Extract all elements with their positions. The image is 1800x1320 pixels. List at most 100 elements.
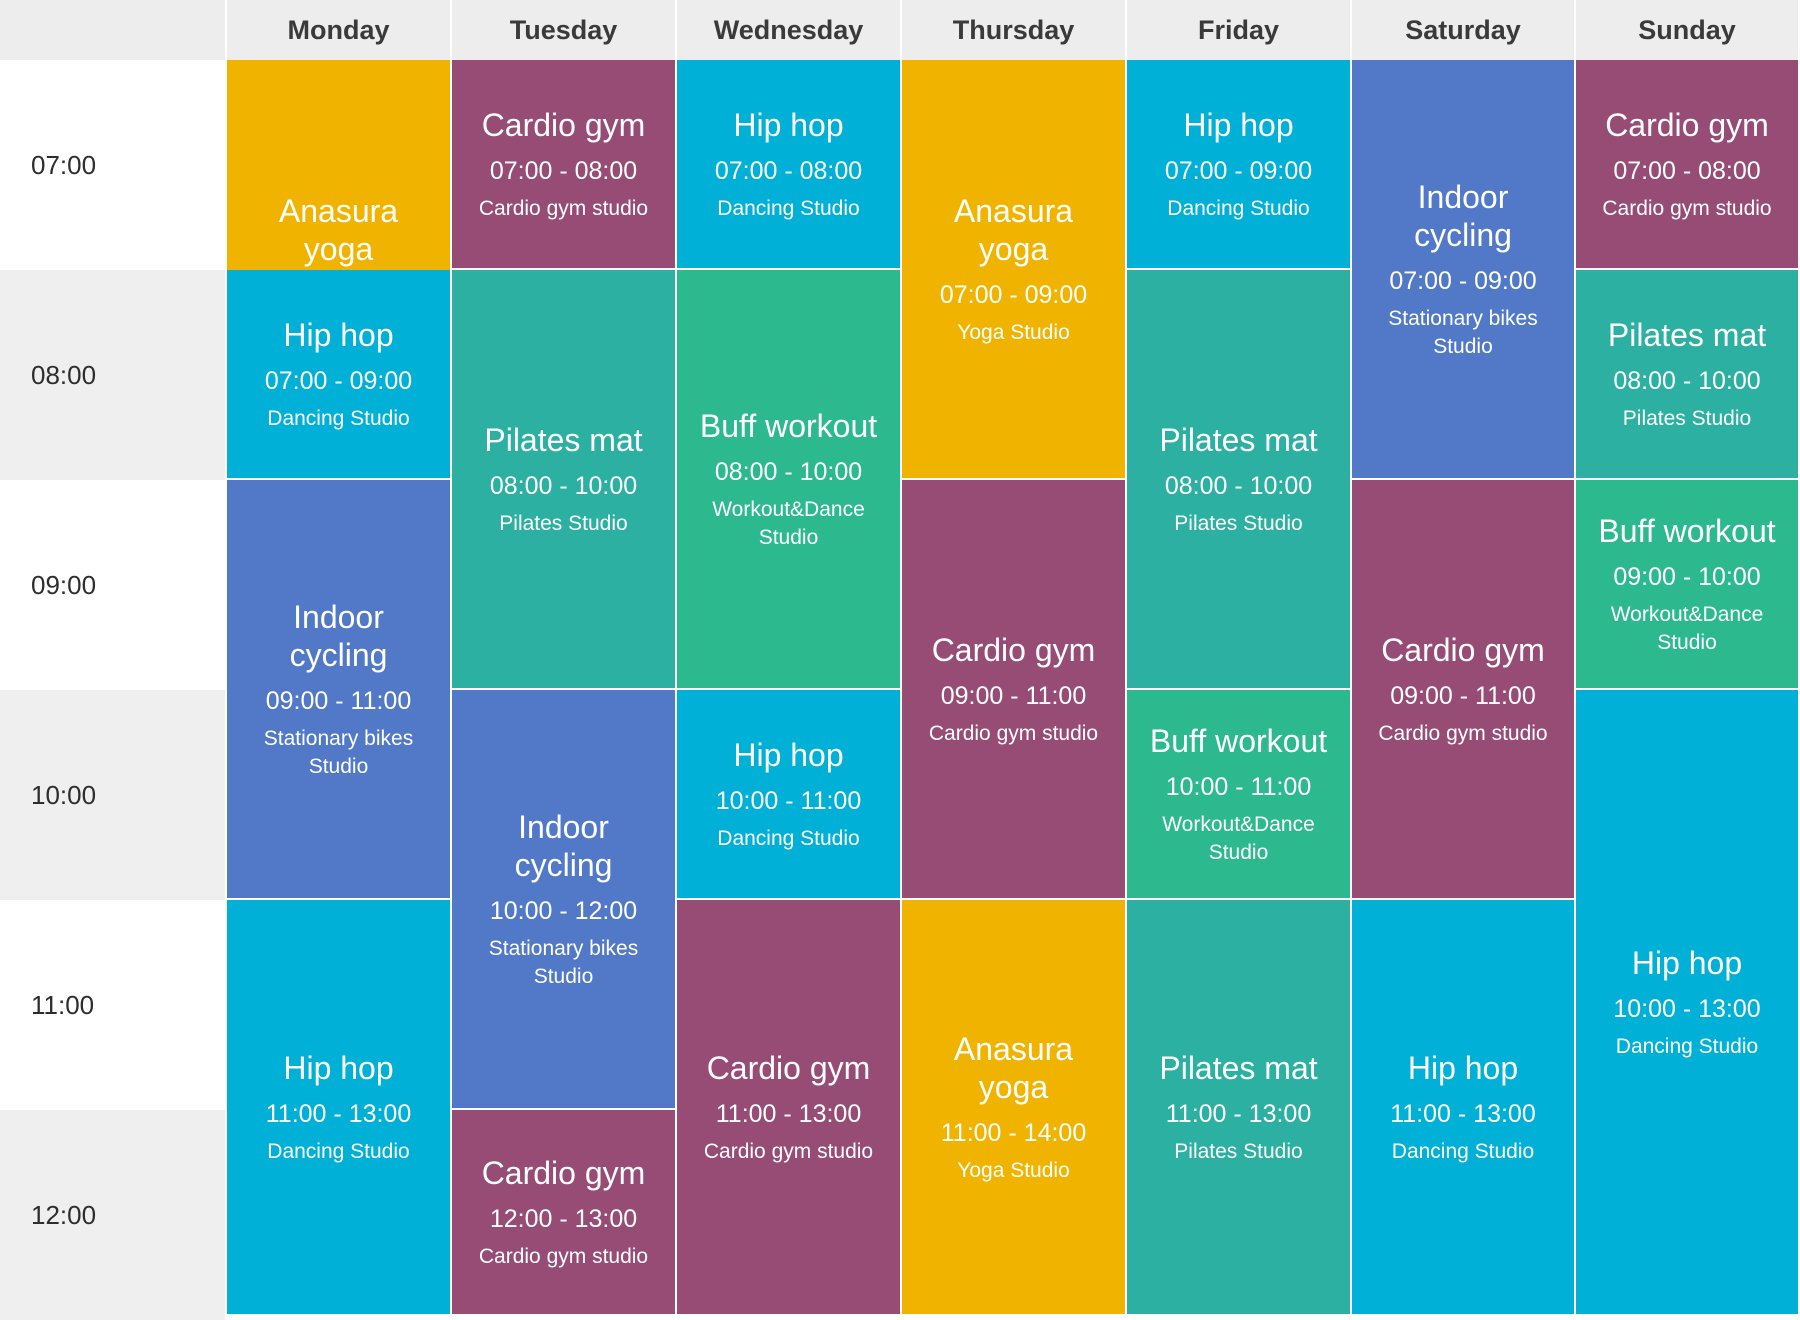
class-block-buff[interactable]: Buff workout 08:00 - 10:00 Workout&Dance S…	[677, 270, 900, 688]
class-time: 07:00 - 08:00	[489, 156, 638, 185]
class-block-cardio[interactable]: Cardio gym 09:00 - 11:00 Cardio gym studio	[902, 480, 1125, 898]
class-room: Workout&Dance Studio	[1162, 812, 1315, 864]
class-name: Cardio gym	[481, 106, 646, 143]
class-name: Pilates mat	[484, 421, 643, 458]
class-block-hiphop[interactable]: Hip hop 10:00 - 11:00 Dancing Studio	[677, 690, 900, 898]
class-block-hiphop[interactable]: Hip hop 07:00 - 09:00 Dancing Studio	[1127, 60, 1350, 268]
day-header-thursday: Thursday	[902, 0, 1125, 60]
class-time: 09:00 - 10:00	[1613, 562, 1761, 591]
class-name: Anasura yoga	[953, 1030, 1074, 1105]
class-block-hiphop[interactable]: Hip hop 11:00 - 13:00 Dancing Studio	[227, 900, 450, 1314]
class-time: 09:00 - 11:00	[1390, 681, 1536, 710]
class-block-cardio[interactable]: Cardio gym 12:00 - 13:00 Cardio gym studio	[452, 1110, 675, 1314]
class-block-cardio[interactable]: Cardio gym 11:00 - 13:00 Cardio gym studio	[677, 900, 900, 1314]
class-time: 11:00 - 13:00	[1165, 1099, 1312, 1128]
day-header-saturday: Saturday	[1352, 0, 1574, 60]
class-time: 07:00 - 08:00	[1613, 156, 1761, 185]
class-room: Dancing Studio	[1167, 196, 1310, 220]
class-block-pilates[interactable]: Pilates mat 11:00 - 13:00 Pilates Studio	[1127, 900, 1350, 1314]
class-room: Dancing Studio	[267, 1139, 410, 1163]
class-name: Anasura yoga	[953, 192, 1074, 267]
class-block-cycling[interactable]: Indoor cycling 07:00 - 09:00 Stationary bi…	[1352, 60, 1574, 478]
class-time: 07:00 - 08:00	[714, 156, 863, 185]
class-block-buff[interactable]: Buff workout 09:00 - 10:00 Workout&Dance S…	[1576, 480, 1798, 688]
time-label: 09:00	[31, 569, 97, 600]
class-block-cycling[interactable]: Indoor cycling 10:00 - 12:00 Stationary bi…	[452, 690, 675, 1108]
time-row: 11:00	[0, 900, 225, 1110]
class-room: Workout&Dance Studio	[1610, 602, 1764, 654]
class-room: Cardio gym studio	[703, 1139, 874, 1163]
class-time: 10:00 - 12:00	[489, 896, 638, 925]
class-block-cardio[interactable]: Cardio gym 07:00 - 08:00 Cardio gym studio	[452, 60, 675, 268]
class-block-buff[interactable]: Buff workout 10:00 - 11:00 Workout&Dance S…	[1127, 690, 1350, 898]
class-room: Pilates Studio	[1174, 511, 1303, 535]
class-name: Buff workout	[699, 407, 878, 444]
time-row: 07:00	[0, 60, 225, 270]
class-block-hiphop[interactable]: Hip hop 10:00 - 13:00 Dancing Studio	[1576, 690, 1798, 1314]
class-room: Cardio gym studio	[1602, 196, 1772, 220]
class-room: Cardio gym studio	[478, 196, 649, 220]
class-time: 09:00 - 11:00	[265, 686, 412, 715]
header-corner	[0, 0, 225, 60]
class-block-yoga[interactable]: Anasura yoga 11:00 - 14:00 Yoga Studio	[902, 900, 1125, 1314]
day-header-friday: Friday	[1127, 0, 1350, 60]
class-name: Hip hop	[1183, 106, 1294, 143]
class-block-hiphop[interactable]: Hip hop 11:00 - 13:00 Dancing Studio	[1352, 900, 1574, 1314]
class-block-cycling[interactable]: Indoor cycling 09:00 - 11:00 Stationary bi…	[227, 480, 450, 898]
class-room: Stationary bikes Studio	[263, 726, 414, 778]
class-name: Indoor cycling	[289, 598, 388, 673]
class-time: 08:00 - 10:00	[1613, 366, 1761, 395]
class-room: Stationary bikes Studio	[1388, 306, 1538, 358]
class-name: Cardio gym	[706, 1049, 871, 1086]
class-time: 07:00 - 09:00	[264, 366, 413, 395]
class-name: Cardio gym	[481, 1154, 646, 1191]
class-name: Hip hop	[283, 316, 394, 353]
time-row: 08:00	[0, 270, 225, 480]
class-time: 11:00 - 13:00	[1390, 1099, 1536, 1128]
class-name: Buff workout	[1149, 722, 1328, 759]
class-block-yoga[interactable]: Anasura yoga 07:00 - 09:00 Yoga Studio	[902, 60, 1125, 478]
class-name: Hip hop	[1407, 1049, 1519, 1086]
class-time: 07:00 - 09:00	[1389, 266, 1537, 295]
class-room: Yoga Studio	[957, 320, 1070, 344]
class-name: Hip hop	[733, 106, 844, 143]
class-time: 08:00 - 10:00	[714, 457, 863, 486]
class-room: Workout&Dance Studio	[712, 497, 865, 549]
class-name: Hip hop	[283, 1049, 394, 1086]
class-time: 11:00 - 13:00	[715, 1099, 862, 1128]
class-room: Dancing Studio	[1615, 1034, 1759, 1058]
class-time: 11:00 - 14:00	[940, 1118, 1087, 1147]
day-header-wednesday: Wednesday	[677, 0, 900, 60]
class-room: Pilates Studio	[1174, 1139, 1303, 1163]
time-row: 09:00	[0, 480, 225, 690]
time-label: 12:00	[31, 1199, 97, 1230]
class-name: Indoor cycling	[514, 808, 613, 883]
class-block-pilates[interactable]: Pilates mat 08:00 - 10:00 Pilates Studio	[1127, 270, 1350, 688]
class-block-hiphop[interactable]: Hip hop 07:00 - 08:00 Dancing Studio	[677, 60, 900, 268]
class-name: Cardio gym	[1381, 631, 1545, 668]
class-block-pilates[interactable]: Pilates mat 08:00 - 10:00 Pilates Studio	[1576, 270, 1798, 478]
class-room: Dancing Studio	[717, 196, 860, 220]
class-name: Indoor cycling	[1414, 178, 1512, 253]
class-room: Cardio gym studio	[478, 1244, 649, 1268]
class-name: Hip hop	[733, 736, 844, 773]
class-time: 10:00 - 13:00	[1613, 994, 1761, 1023]
time-label: 11:00	[31, 989, 95, 1020]
time-label: 08:00	[31, 359, 97, 390]
class-room: Pilates Studio	[1622, 406, 1752, 430]
class-time: 07:00 - 09:00	[939, 280, 1088, 309]
time-label: 07:00	[31, 149, 97, 180]
class-name: Hip hop	[1631, 944, 1743, 981]
class-room: Dancing Studio	[267, 406, 410, 430]
class-room: Cardio gym studio	[1378, 721, 1548, 745]
day-header-sunday: Sunday	[1576, 0, 1798, 60]
class-block-hiphop[interactable]: Hip hop 07:00 - 09:00 Dancing Studio	[227, 270, 450, 478]
class-block-pilates[interactable]: Pilates mat 08:00 - 10:00 Pilates Studio	[452, 270, 675, 688]
class-block-cardio[interactable]: Cardio gym 07:00 - 08:00 Cardio gym studio	[1576, 60, 1798, 268]
class-name: Cardio gym	[1605, 106, 1769, 143]
class-name: Cardio gym	[931, 631, 1096, 668]
class-name: Pilates mat	[1607, 316, 1767, 353]
class-room: Yoga Studio	[957, 1158, 1070, 1182]
class-block-cardio[interactable]: Cardio gym 09:00 - 11:00 Cardio gym studio	[1352, 480, 1574, 898]
class-name: Buff workout	[1598, 512, 1776, 549]
